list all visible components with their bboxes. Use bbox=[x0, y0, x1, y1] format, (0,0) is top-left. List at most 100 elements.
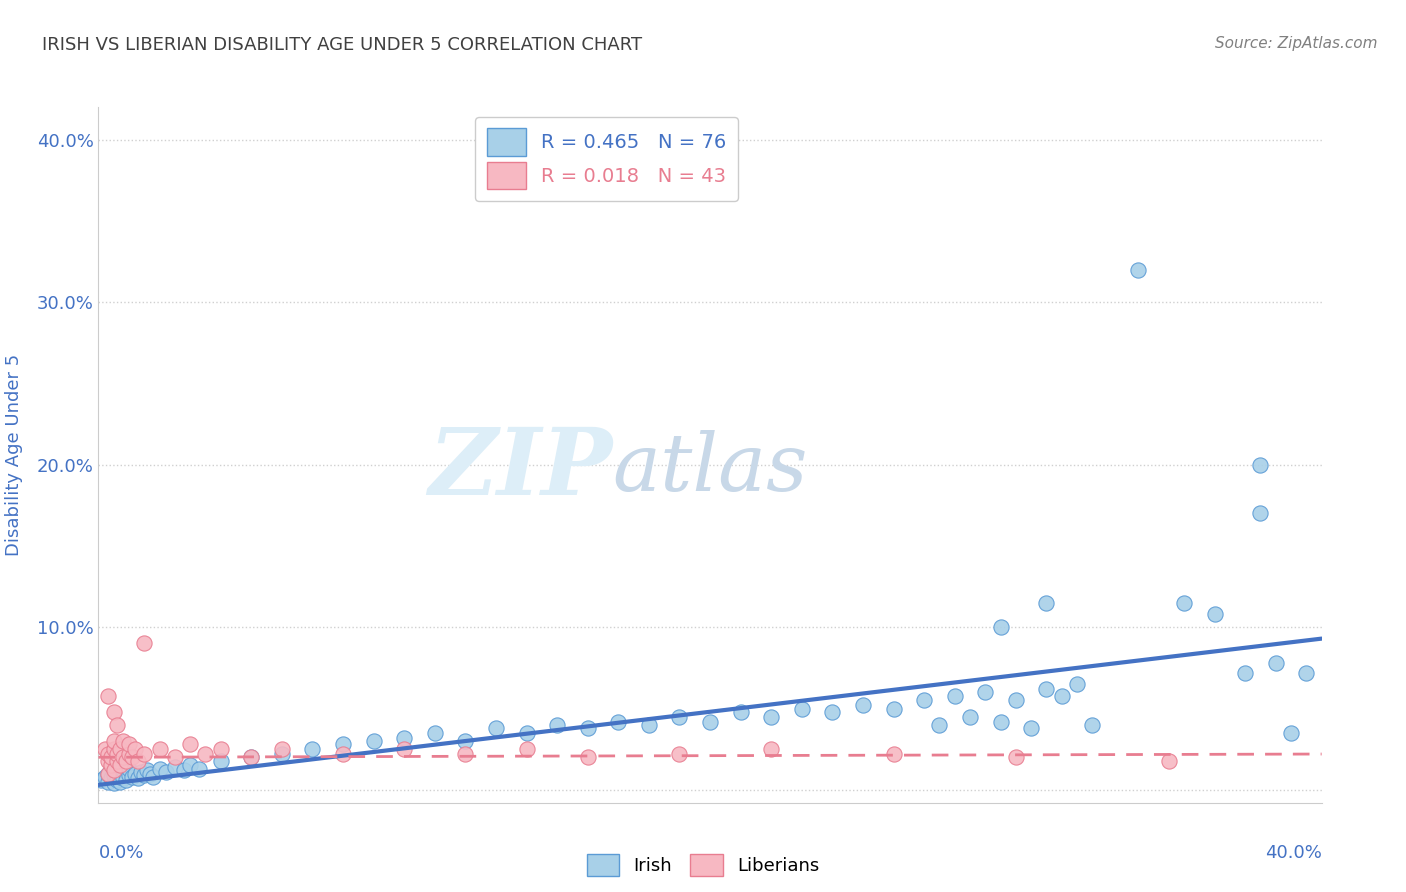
Point bbox=[668, 747, 690, 761]
Point bbox=[1081, 718, 1104, 732]
Point bbox=[124, 742, 146, 756]
Point bbox=[1019, 721, 1042, 735]
Point bbox=[990, 620, 1012, 634]
Point bbox=[103, 764, 125, 778]
Point bbox=[423, 726, 446, 740]
Point bbox=[103, 705, 125, 719]
Point bbox=[959, 709, 981, 723]
Legend: Irish, Liberians: Irish, Liberians bbox=[579, 847, 827, 883]
Point bbox=[1234, 665, 1257, 680]
Point bbox=[115, 772, 138, 787]
Point bbox=[111, 734, 134, 748]
Point bbox=[111, 764, 134, 778]
Point bbox=[103, 742, 125, 756]
Point bbox=[115, 754, 138, 768]
Point bbox=[103, 776, 125, 790]
Point bbox=[301, 742, 323, 756]
Point bbox=[93, 770, 115, 784]
Point bbox=[928, 718, 950, 732]
Point bbox=[332, 737, 354, 751]
Point bbox=[121, 750, 143, 764]
Point bbox=[209, 754, 232, 768]
Point bbox=[127, 754, 149, 768]
Point bbox=[108, 758, 131, 772]
Point bbox=[270, 742, 292, 756]
Point bbox=[576, 750, 599, 764]
Point bbox=[111, 772, 134, 786]
Point bbox=[188, 762, 211, 776]
Point bbox=[1157, 754, 1180, 768]
Point bbox=[759, 709, 782, 723]
Point bbox=[607, 714, 630, 729]
Point bbox=[730, 705, 752, 719]
Point bbox=[392, 731, 416, 745]
Point bbox=[127, 772, 149, 786]
Point bbox=[883, 747, 905, 761]
Point bbox=[100, 750, 122, 764]
Point bbox=[97, 754, 120, 768]
Point bbox=[240, 750, 263, 764]
Point bbox=[139, 766, 162, 780]
Point bbox=[1035, 681, 1057, 696]
Point bbox=[90, 772, 112, 787]
Point bbox=[485, 721, 508, 735]
Point bbox=[124, 766, 146, 780]
Point bbox=[668, 709, 690, 723]
Point bbox=[332, 747, 354, 761]
Text: 40.0%: 40.0% bbox=[1265, 845, 1322, 863]
Point bbox=[134, 747, 156, 761]
Point bbox=[852, 698, 875, 713]
Point bbox=[912, 693, 935, 707]
Point bbox=[108, 770, 131, 784]
Point bbox=[93, 742, 115, 756]
Point bbox=[1173, 596, 1195, 610]
Point bbox=[97, 766, 120, 780]
Point bbox=[270, 747, 292, 761]
Point bbox=[155, 764, 177, 779]
Legend: R = 0.465   N = 76, R = 0.018   N = 43: R = 0.465 N = 76, R = 0.018 N = 43 bbox=[475, 117, 738, 201]
Text: atlas: atlas bbox=[612, 430, 807, 508]
Point bbox=[100, 772, 122, 786]
Point bbox=[883, 701, 905, 715]
Point bbox=[454, 747, 477, 761]
Point bbox=[1066, 677, 1088, 691]
Point bbox=[105, 764, 128, 779]
Text: Source: ZipAtlas.com: Source: ZipAtlas.com bbox=[1215, 36, 1378, 51]
Point bbox=[118, 762, 141, 776]
Point bbox=[454, 734, 477, 748]
Point bbox=[105, 754, 128, 768]
Point bbox=[97, 774, 120, 789]
Point bbox=[105, 718, 128, 732]
Point bbox=[134, 636, 156, 650]
Point bbox=[1004, 693, 1026, 707]
Text: IRISH VS LIBERIAN DISABILITY AGE UNDER 5 CORRELATION CHART: IRISH VS LIBERIAN DISABILITY AGE UNDER 5… bbox=[42, 36, 643, 54]
Point bbox=[97, 689, 120, 703]
Point bbox=[136, 764, 159, 778]
Point bbox=[1264, 656, 1286, 670]
Point bbox=[974, 685, 997, 699]
Y-axis label: Disability Age Under 5: Disability Age Under 5 bbox=[4, 354, 22, 556]
Point bbox=[163, 760, 186, 774]
Point bbox=[637, 718, 661, 732]
Point bbox=[1249, 458, 1271, 472]
Point bbox=[363, 734, 385, 748]
Point bbox=[108, 742, 131, 756]
Point bbox=[97, 766, 120, 780]
Point bbox=[943, 689, 966, 703]
Point bbox=[990, 714, 1012, 729]
Point bbox=[111, 750, 134, 764]
Point bbox=[118, 747, 141, 761]
Point bbox=[1035, 596, 1057, 610]
Point bbox=[149, 742, 172, 756]
Point bbox=[546, 718, 568, 732]
Point bbox=[97, 747, 120, 761]
Point bbox=[105, 772, 128, 787]
Point bbox=[240, 750, 263, 764]
Point bbox=[790, 701, 813, 715]
Point bbox=[121, 770, 143, 784]
Point bbox=[1004, 750, 1026, 764]
Point bbox=[1295, 665, 1317, 680]
Point bbox=[134, 768, 156, 782]
Point bbox=[118, 737, 141, 751]
Point bbox=[149, 762, 172, 776]
